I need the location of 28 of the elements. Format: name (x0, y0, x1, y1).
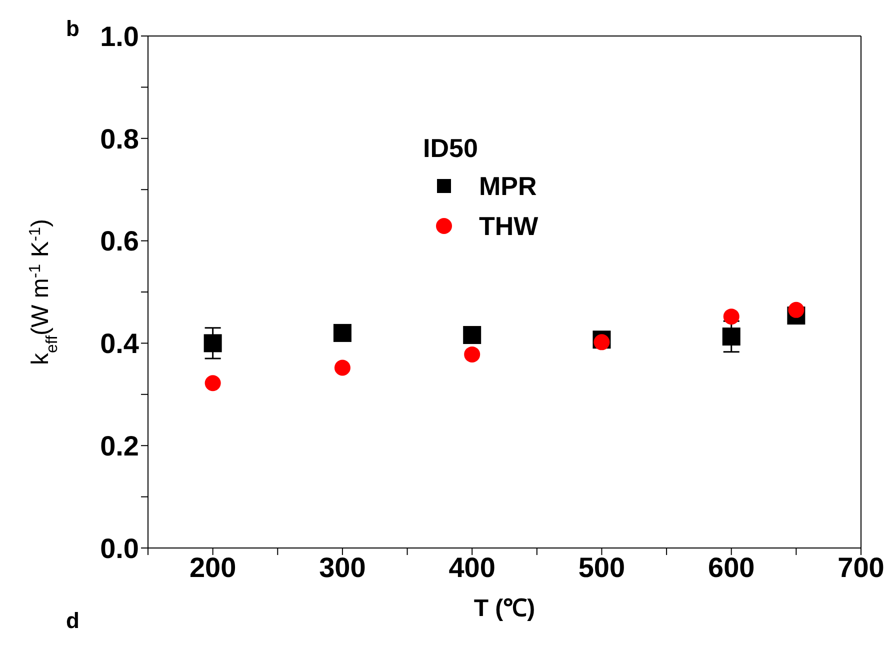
text: d (66, 608, 80, 634)
point (334, 360, 350, 376)
point (788, 302, 804, 318)
y-tick-label: 0.4 (100, 328, 140, 360)
x-tick-label: 600 (708, 552, 755, 583)
y-tick-label: 0.0 (100, 532, 139, 564)
point (204, 375, 221, 392)
point (463, 326, 482, 344)
point (723, 308, 740, 325)
legend-label: MPR (479, 170, 537, 202)
point (204, 334, 222, 352)
text: b (66, 16, 80, 42)
point (333, 324, 352, 342)
x-axis-title: T (℃) (474, 595, 536, 622)
legend-label: THW (479, 210, 538, 242)
legend-title: ID50 (423, 133, 479, 164)
x-tick-label: 200 (189, 552, 236, 583)
x-tick-label: 400 (448, 552, 496, 583)
y-tick-label: 0.2 (100, 430, 139, 462)
point (594, 334, 610, 350)
point (464, 346, 480, 362)
x-tick-label: 700 (838, 552, 884, 583)
y-tick-label: 0.8 (100, 123, 139, 154)
y-tick-label: 0.6 (100, 226, 139, 257)
x-tick-label: 500 (578, 552, 626, 583)
x-tick-label: 300 (319, 552, 366, 583)
point (722, 328, 740, 346)
y-tick-label: 1.0 (100, 20, 139, 52)
